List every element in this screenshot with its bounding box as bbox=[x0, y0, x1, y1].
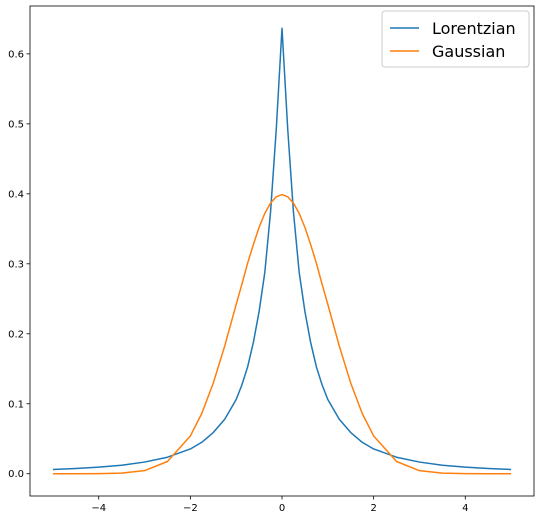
legend-label-gaussian: Gaussian bbox=[432, 42, 505, 61]
x-tick-label: −4 bbox=[91, 503, 106, 514]
x-tick-label: 0 bbox=[279, 503, 285, 514]
series-lines bbox=[52, 27, 512, 475]
y-tick-label: 0.0 bbox=[8, 469, 24, 480]
y-axis: 0.0 0.1 0.2 0.3 0.4 0.5 0.6 bbox=[8, 49, 30, 480]
y-tick-label: 0.4 bbox=[8, 189, 24, 200]
x-tick-label: −2 bbox=[183, 503, 198, 514]
legend-label-lorentzian: Lorentzian bbox=[432, 19, 516, 38]
y-tick-label: 0.6 bbox=[8, 49, 24, 60]
legend-box bbox=[381, 10, 530, 68]
y-tick-label: 0.1 bbox=[8, 399, 24, 410]
legend: Lorentzian Gaussian bbox=[381, 10, 530, 68]
series-line-gaussian bbox=[52, 193, 512, 475]
y-tick-label: 0.3 bbox=[8, 259, 24, 270]
series-line-lorentzian bbox=[52, 27, 512, 471]
y-tick-label: 0.2 bbox=[8, 329, 24, 340]
x-tick-label: 2 bbox=[370, 503, 376, 514]
y-tick-label: 0.5 bbox=[8, 119, 24, 130]
x-axis: −4 −2 0 2 4 bbox=[91, 496, 468, 514]
x-tick-label: 4 bbox=[462, 503, 468, 514]
plot-area bbox=[30, 6, 534, 496]
